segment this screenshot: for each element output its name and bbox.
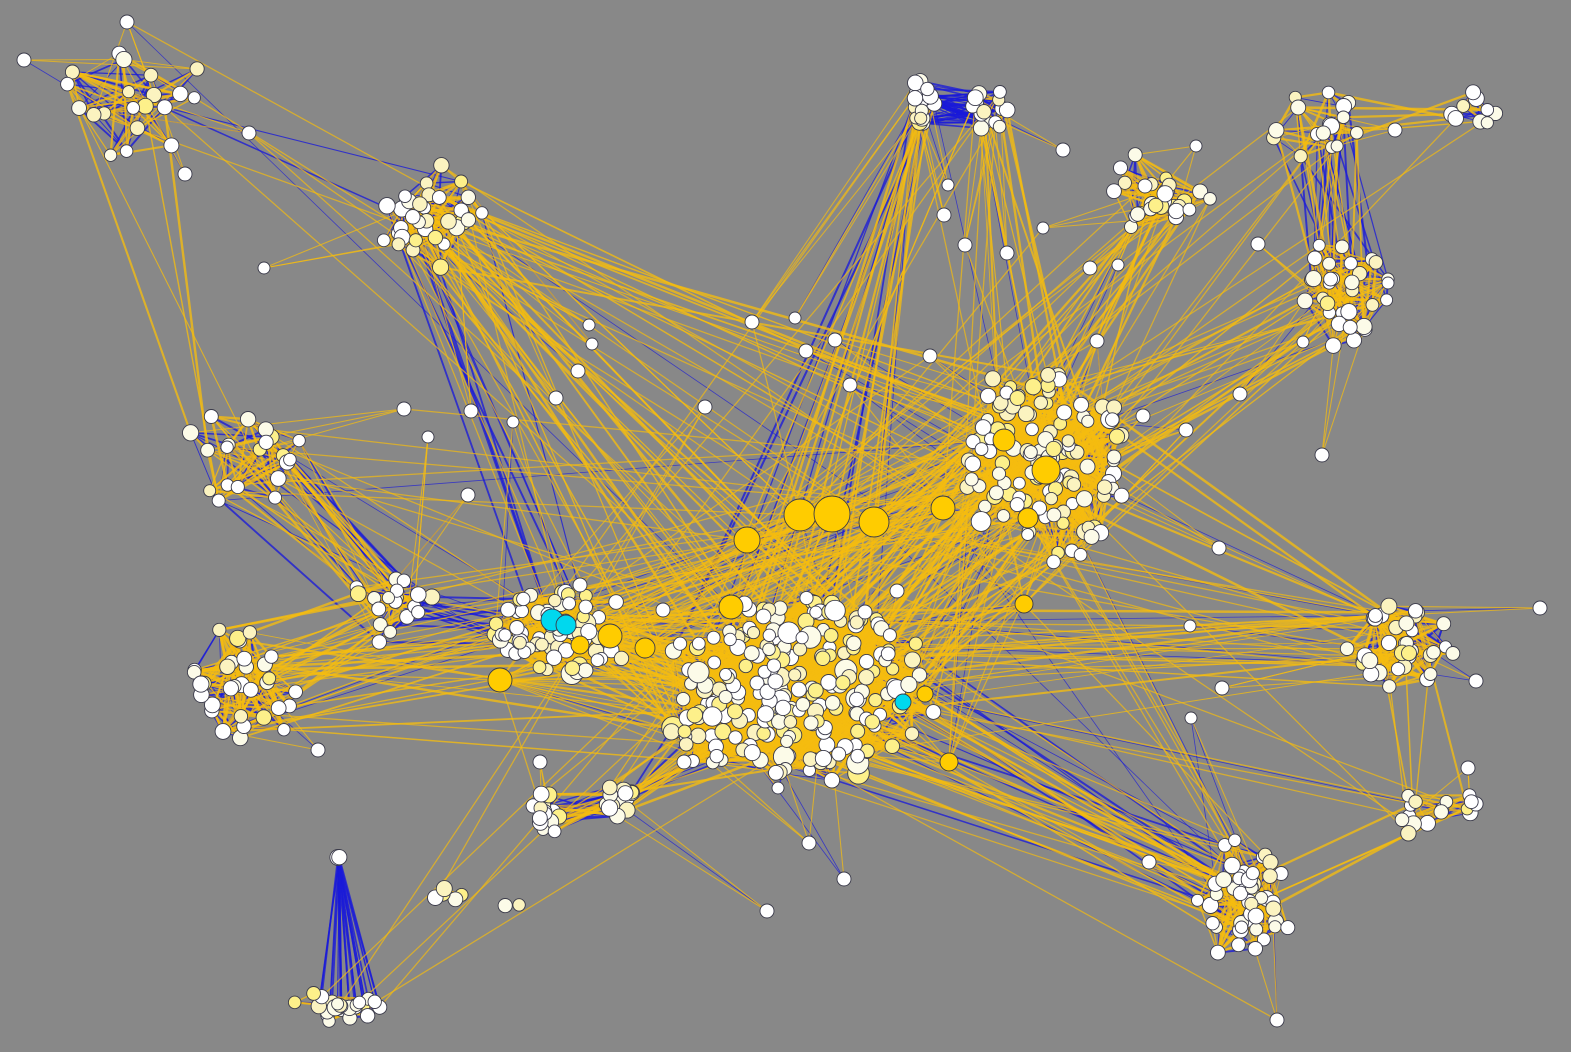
graph-edge — [672, 100, 924, 652]
graph-edge — [218, 439, 1005, 501]
graph-edge — [72, 71, 181, 95]
graph-edge — [920, 109, 1008, 119]
graph-edge — [1299, 155, 1377, 263]
graph-edge — [236, 637, 280, 709]
graph-edge — [386, 205, 543, 645]
graph-edge — [164, 106, 462, 183]
graph-edge — [338, 856, 381, 1008]
graph-edge — [122, 59, 128, 152]
graph-edge — [417, 611, 501, 641]
graph-edge — [211, 415, 267, 431]
graph-edge — [72, 71, 151, 76]
graph-edge — [337, 857, 376, 1002]
graph-edge — [67, 58, 125, 85]
graph-edge — [1190, 717, 1216, 884]
graph-edge — [626, 809, 768, 912]
graph-edge — [317, 857, 341, 1007]
graph-edge — [72, 71, 129, 93]
graph-edge — [1304, 300, 1335, 347]
graph-edge — [123, 59, 198, 70]
graph-edge — [209, 489, 276, 499]
graph-edge — [338, 857, 358, 1006]
graph-edge — [848, 640, 1274, 909]
graph-edge — [1415, 607, 1541, 612]
graph-edge — [67, 53, 120, 85]
graph-edge — [209, 489, 380, 643]
graph-edge — [207, 449, 279, 480]
graph-edge — [1430, 673, 1477, 682]
graph-edge — [78, 107, 112, 156]
graph-edge — [337, 857, 356, 1007]
graph-edge — [338, 857, 343, 1010]
graph-edge — [194, 669, 268, 684]
graph-edge — [128, 90, 420, 223]
graph-edge — [210, 416, 229, 486]
graph-edge — [78, 93, 181, 109]
graph-edge — [109, 53, 121, 156]
graph-edge — [565, 615, 1382, 626]
